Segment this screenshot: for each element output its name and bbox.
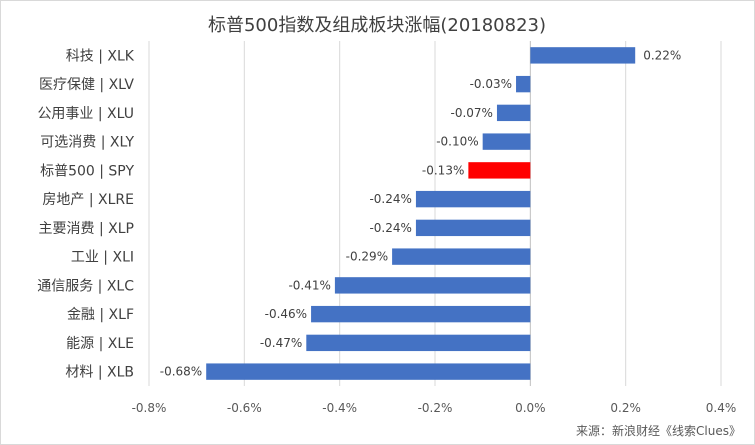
x-tick-label: -0.2%	[418, 401, 453, 415]
chart-title: 标普500指数及组成板块涨幅(20180823)	[208, 15, 546, 36]
bar	[334, 277, 531, 294]
x-tick-label: -0.8%	[132, 401, 167, 415]
data-label: -0.47%	[260, 336, 302, 350]
data-label: -0.41%	[288, 278, 330, 292]
data-label: -0.24%	[369, 221, 411, 235]
bar	[306, 334, 531, 352]
data-label: 0.22%	[643, 48, 681, 62]
data-label: -0.10%	[436, 135, 478, 149]
bar	[415, 219, 531, 237]
bar	[392, 248, 531, 265]
x-tick-label: -0.4%	[322, 401, 357, 415]
source-note: 来源：新浪财经《线索Clues》	[576, 423, 741, 438]
category-label: 通信服务 | XLC	[37, 278, 134, 294]
category-label: 公用事业 | XLU	[37, 106, 134, 122]
bar	[482, 133, 531, 150]
category-label: 主要消费 | XLP	[39, 221, 134, 237]
data-label: -0.46%	[265, 307, 307, 321]
bar	[530, 47, 636, 64]
category-label: 可选消费 | XLY	[40, 135, 134, 151]
bars	[206, 47, 636, 380]
data-label: -0.13%	[422, 163, 464, 177]
data-label: -0.07%	[451, 106, 493, 120]
x-tick-label: 0.4%	[706, 401, 737, 415]
data-label: -0.03%	[470, 77, 512, 91]
data-label: -0.24%	[369, 192, 411, 206]
category-label: 医疗保健 | XLV	[39, 77, 134, 93]
bar	[415, 190, 531, 208]
category-labels: 科技 | XLK 医疗保健 | XLV 公用事业 | XLU 可选消费 | XLY 标普…	[37, 48, 135, 380]
bar	[311, 305, 531, 323]
category-label: 材料 | XLB	[65, 365, 134, 381]
category-label: 房地产 | XLRE	[42, 192, 134, 208]
bar	[206, 363, 531, 380]
x-tick-label: -0.6%	[227, 401, 262, 415]
grid	[148, 41, 722, 386]
category-label: 工业 | XLI	[71, 250, 134, 266]
data-label: -0.29%	[346, 250, 388, 264]
category-label: 科技 | XLK	[66, 48, 135, 64]
bar	[468, 162, 531, 179]
category-label: 能源 | XLE	[66, 336, 134, 352]
bar	[516, 75, 531, 93]
x-axis-ticks: -0.8% -0.6% -0.4% -0.2% 0.0% 0.2% 0.4%	[132, 401, 737, 415]
value-labels: 0.22% -0.03% -0.07% -0.10% -0.13% -0.24% -0.24…	[160, 48, 682, 378]
x-tick-label: 0.0%	[515, 401, 546, 415]
category-label: 标普500 | SPY	[40, 163, 134, 179]
x-tick-label: 0.2%	[610, 401, 641, 415]
category-label: 金融 | XLF	[67, 307, 134, 323]
bar	[496, 104, 531, 122]
data-label: -0.68%	[160, 365, 202, 379]
